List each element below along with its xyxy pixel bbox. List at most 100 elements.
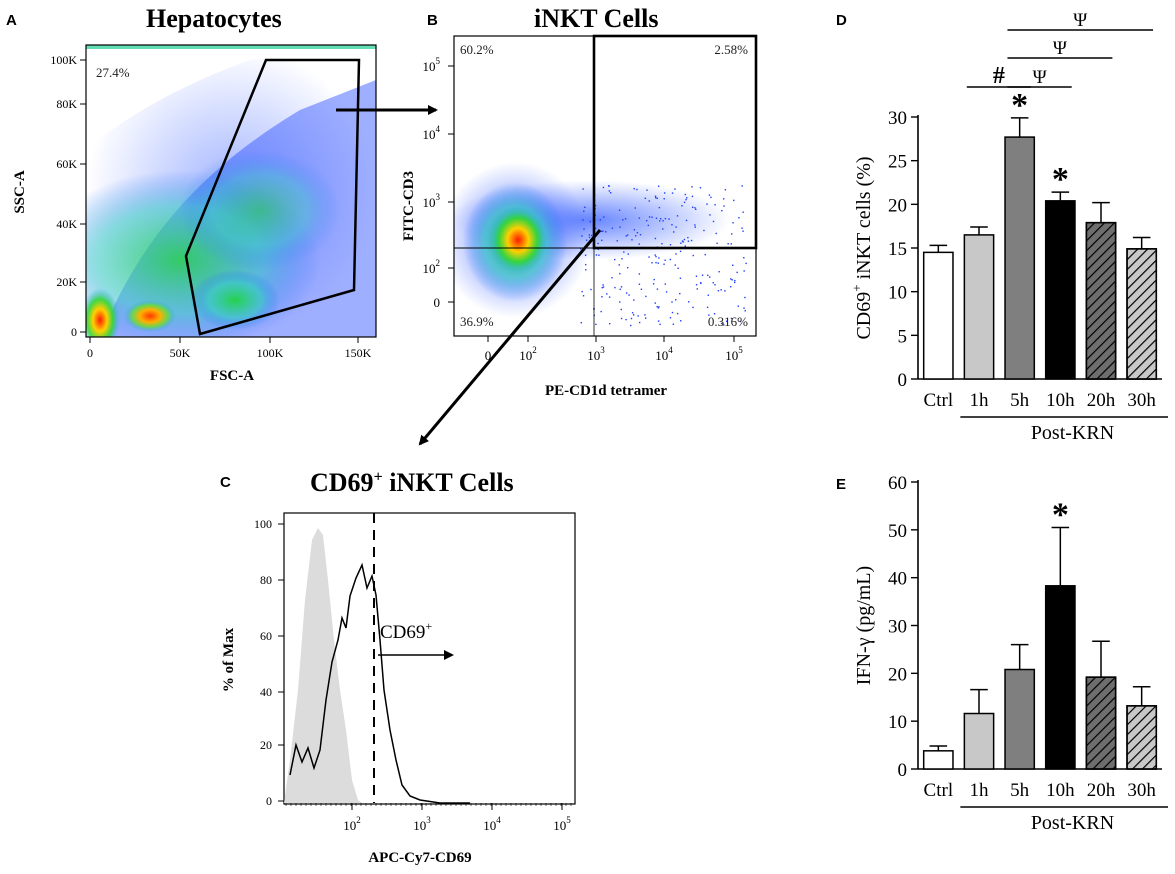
panel-b-event-dot [608,190,611,192]
panel-b-event-dot [600,230,603,232]
panel-b-event-dot [657,307,659,309]
panel-b-event-dot [736,271,738,274]
panel-b-xlabel: PE-CD1d tetramer [545,383,667,399]
arrow-b-to-c [418,229,602,446]
panel-b-event-dot [600,310,602,313]
panel-b-event-dot [627,253,629,255]
panel-b-event-dot [684,193,687,196]
panel-b-event-dot [660,218,662,220]
panel-c-xtick-label: 102 [343,815,361,833]
panel-b-event-dot [661,243,663,245]
panel-b-event-dot [648,216,651,218]
panel-b-event-dot [630,324,632,327]
panel-b-event-dot [621,258,623,260]
panel-b-event-dot [608,185,610,187]
panel-a-xtick-label: 50K [170,346,191,360]
panel-a-xtick-label: 0 [87,346,93,360]
panel-b-event-dot [695,275,698,277]
panel-b-event-dot [694,226,696,228]
panel-b-q-top-right: 2.58% [714,42,748,57]
panel-b-event-dot [635,235,637,237]
panel-b-event-dot [606,293,608,295]
panel-b-event-dot [626,234,629,236]
panel-b-event-dot [720,322,723,325]
panel-b-event-dot [620,286,623,288]
panel-b-event-dot [631,239,633,241]
bar-10h [1044,585,1076,770]
panel-b-event-dot [580,321,583,324]
panel-b-event-dot [651,216,653,218]
xtick-label: 1h [970,780,990,801]
panel-b-event-dot [707,294,710,296]
xtick-label: Ctrl [924,390,954,411]
panel-b-event-dot [631,312,634,314]
panel-b-event-dot [679,292,681,295]
panel-b-event-dot [581,290,583,293]
panel-b-xtick-label: 103 [587,345,605,363]
xtick-label: Ctrl [924,780,954,801]
panel-a-letter: A [6,12,17,29]
panel-c-cd69-histogram [289,562,470,804]
panel-b-event-dot [614,258,616,261]
panel-b-event-dot [706,306,709,309]
panel-b-event-dot [655,255,657,258]
xtick-label: 30h [1127,780,1156,801]
panel-c-y-axis: 0 20 40 60 80 100 [254,517,284,808]
panel-c-title: CD69+ iNKT Cells [310,468,514,498]
bar-1h [963,712,995,770]
xtick-label: 10h [1046,780,1075,801]
panel-b-event-dot [638,321,641,324]
panel-c-title-rest: iNKT Cells [382,468,514,497]
panel-b-event-dot [731,279,733,281]
panel-b-event-dot [725,320,728,322]
panel-b-event-dot [638,243,640,245]
panel-b-event-dot [633,188,635,190]
panel-b-event-dot [692,254,694,257]
panel-b-event-dot [674,188,676,190]
panel-b-event-dot [654,254,656,256]
panel-a-xtick-label: 100K [257,346,284,360]
panel-b-event-dot [657,320,660,322]
panel-b-event-dot [745,262,747,265]
panel-b-event-dot [680,242,682,244]
panel-b-event-dot [730,278,732,280]
panel-c-xtick-label: 104 [483,815,501,833]
panel-b-event-dot [595,323,597,326]
ytick-label: 20 [888,664,907,685]
panel-a-ytick-label: 100K [50,53,77,67]
panel-b-event-dot [658,306,660,308]
panel-b-event-dot [712,282,715,284]
panel-b-event-dot [743,257,745,259]
panel-b-event-dot [647,224,649,227]
panel-c-letter: C [220,474,231,491]
xtick-label: 20h [1087,390,1116,411]
panel-b-event-dot [656,197,658,200]
panel-b-event-dot [721,209,723,212]
panel-b-event-dot [684,245,686,247]
panel-b-event-dot [638,283,641,285]
panel-b-event-dot [597,242,599,245]
panel-b-event-dot [625,235,627,237]
significance-star: * [1052,161,1069,198]
panel-b-event-dot [744,296,746,299]
ytick-label: 0 [898,760,908,781]
panel-a-gate-percent: 27.4% [96,65,130,80]
panel-b-event-dot [646,189,648,191]
panel-b-event-dot [703,229,705,232]
panel-b-event-dot [685,219,688,222]
panel-b-event-dot [671,224,673,226]
panel-b-event-dot [633,229,636,231]
comparison-mark: Ψ [1033,67,1047,88]
panel-b-event-dot [732,264,734,266]
panel-b-event-dot [704,253,706,256]
panel-b-event-dot [625,292,628,294]
panel-b-event-dot [620,317,623,320]
panel-b-event-dot [671,301,673,303]
panel-b-event-dot [715,232,717,235]
panel-b-event-dot [655,217,658,219]
panel-b-event-dot [623,251,625,253]
ytick-label: 0 [898,370,908,391]
panel-b-event-dot [628,294,630,296]
panel-b-event-dot [634,207,636,209]
